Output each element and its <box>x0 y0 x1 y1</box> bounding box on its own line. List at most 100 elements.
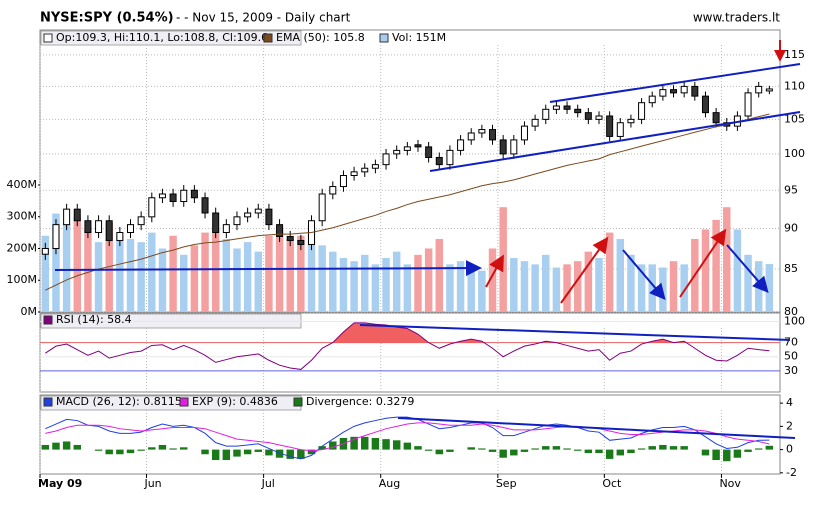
arrow <box>726 244 769 294</box>
bar <box>94 449 103 451</box>
y-tick-label: 95 <box>784 183 798 196</box>
bar <box>542 446 550 450</box>
candle-body <box>212 212 220 234</box>
trend-line <box>429 111 801 172</box>
legend-swatch <box>293 397 303 407</box>
volume-bar <box>254 251 262 312</box>
volume-bar <box>201 232 209 312</box>
bar <box>105 449 113 455</box>
volume-bar <box>105 223 113 312</box>
candle-body <box>116 232 124 241</box>
bar <box>616 449 625 456</box>
volume-bar <box>180 254 188 312</box>
bar <box>371 437 380 450</box>
volume-bar <box>456 261 465 312</box>
volume-bar <box>712 219 720 312</box>
candle-body <box>265 208 273 226</box>
volume-bar <box>733 229 742 312</box>
volume-bar <box>211 229 220 312</box>
candle-body <box>339 174 347 188</box>
x-tick-label: Jul <box>261 477 275 490</box>
candle-body <box>446 149 454 166</box>
bar <box>648 446 656 450</box>
bar <box>382 439 390 450</box>
volume-bar <box>222 238 231 312</box>
candle-body <box>414 144 422 148</box>
legend-label: RSI (14): 58.4 <box>56 313 132 326</box>
volume-bar <box>243 242 252 312</box>
x-tick-label: Jun <box>143 477 161 490</box>
bar <box>733 449 742 458</box>
candle-body <box>233 216 241 226</box>
bar <box>211 449 220 461</box>
chart-subtitle: - - Nov 15, 2009 - Daily chart <box>176 11 351 25</box>
y-tick-label: 70 <box>784 336 798 349</box>
bar <box>350 436 358 450</box>
volume-bar <box>531 264 539 312</box>
candle-body <box>318 193 326 222</box>
bar <box>424 449 433 451</box>
candle-body <box>744 92 752 117</box>
volume-bar <box>339 258 348 312</box>
volume-bar <box>542 254 550 312</box>
candle-body <box>584 112 592 120</box>
candle-body <box>627 118 635 124</box>
volume-bar <box>723 207 731 312</box>
volume-bar <box>190 245 199 312</box>
line <box>45 322 770 370</box>
bar <box>286 449 294 459</box>
bar <box>222 449 231 461</box>
volume-bar <box>350 261 358 312</box>
bar <box>552 446 561 450</box>
y-tick-label: -2 <box>786 466 797 479</box>
candle-body <box>148 197 156 218</box>
x-tick-label: Oct <box>602 477 622 490</box>
bar <box>520 449 529 452</box>
bar <box>478 448 486 450</box>
volume-bar <box>371 264 380 312</box>
volume-bar <box>605 232 614 312</box>
candle-body <box>701 95 709 114</box>
candle-body <box>63 208 71 226</box>
bar <box>499 449 507 458</box>
trend-line <box>359 324 791 341</box>
y-tick-label: 0 <box>786 443 793 456</box>
legend-row <box>40 30 302 46</box>
volume-bar <box>318 245 326 312</box>
candle-body <box>254 208 262 214</box>
y-tick-label: 100M <box>7 273 38 286</box>
volume-bar <box>329 251 337 312</box>
volume-bar <box>73 216 81 312</box>
volume-bar <box>169 235 177 312</box>
candle-body <box>371 164 379 169</box>
candle-body <box>680 85 688 94</box>
y-tick-label: 400M <box>7 178 38 191</box>
bar <box>148 447 156 450</box>
line <box>45 113 770 291</box>
legend-swatch <box>43 397 53 407</box>
bar <box>361 436 369 450</box>
bar <box>201 449 209 455</box>
candle-body <box>552 105 560 110</box>
bar <box>595 449 603 454</box>
chart-title: NYSE:SPY (0.54%) <box>40 11 174 26</box>
candle-body <box>691 85 699 97</box>
y-tick-label: 4 <box>786 396 793 409</box>
arrow <box>560 236 609 304</box>
legend-label: Op:109.3, Hi:110.1, Lo:108.8, Cl:109.6 <box>56 31 268 44</box>
volume-bar <box>265 235 273 312</box>
volume-bar <box>659 267 667 312</box>
marker <box>774 40 786 62</box>
candle-body <box>595 115 603 120</box>
volume-bar <box>62 223 71 312</box>
bar <box>531 448 539 450</box>
candle-body <box>137 216 145 226</box>
candle-body <box>286 235 294 241</box>
candle-body <box>393 149 401 155</box>
bar <box>243 449 252 455</box>
candle-body <box>84 220 92 234</box>
y-tick-label: 50 <box>784 350 798 363</box>
y-tick-label: 110 <box>784 79 805 92</box>
bar <box>254 449 262 452</box>
